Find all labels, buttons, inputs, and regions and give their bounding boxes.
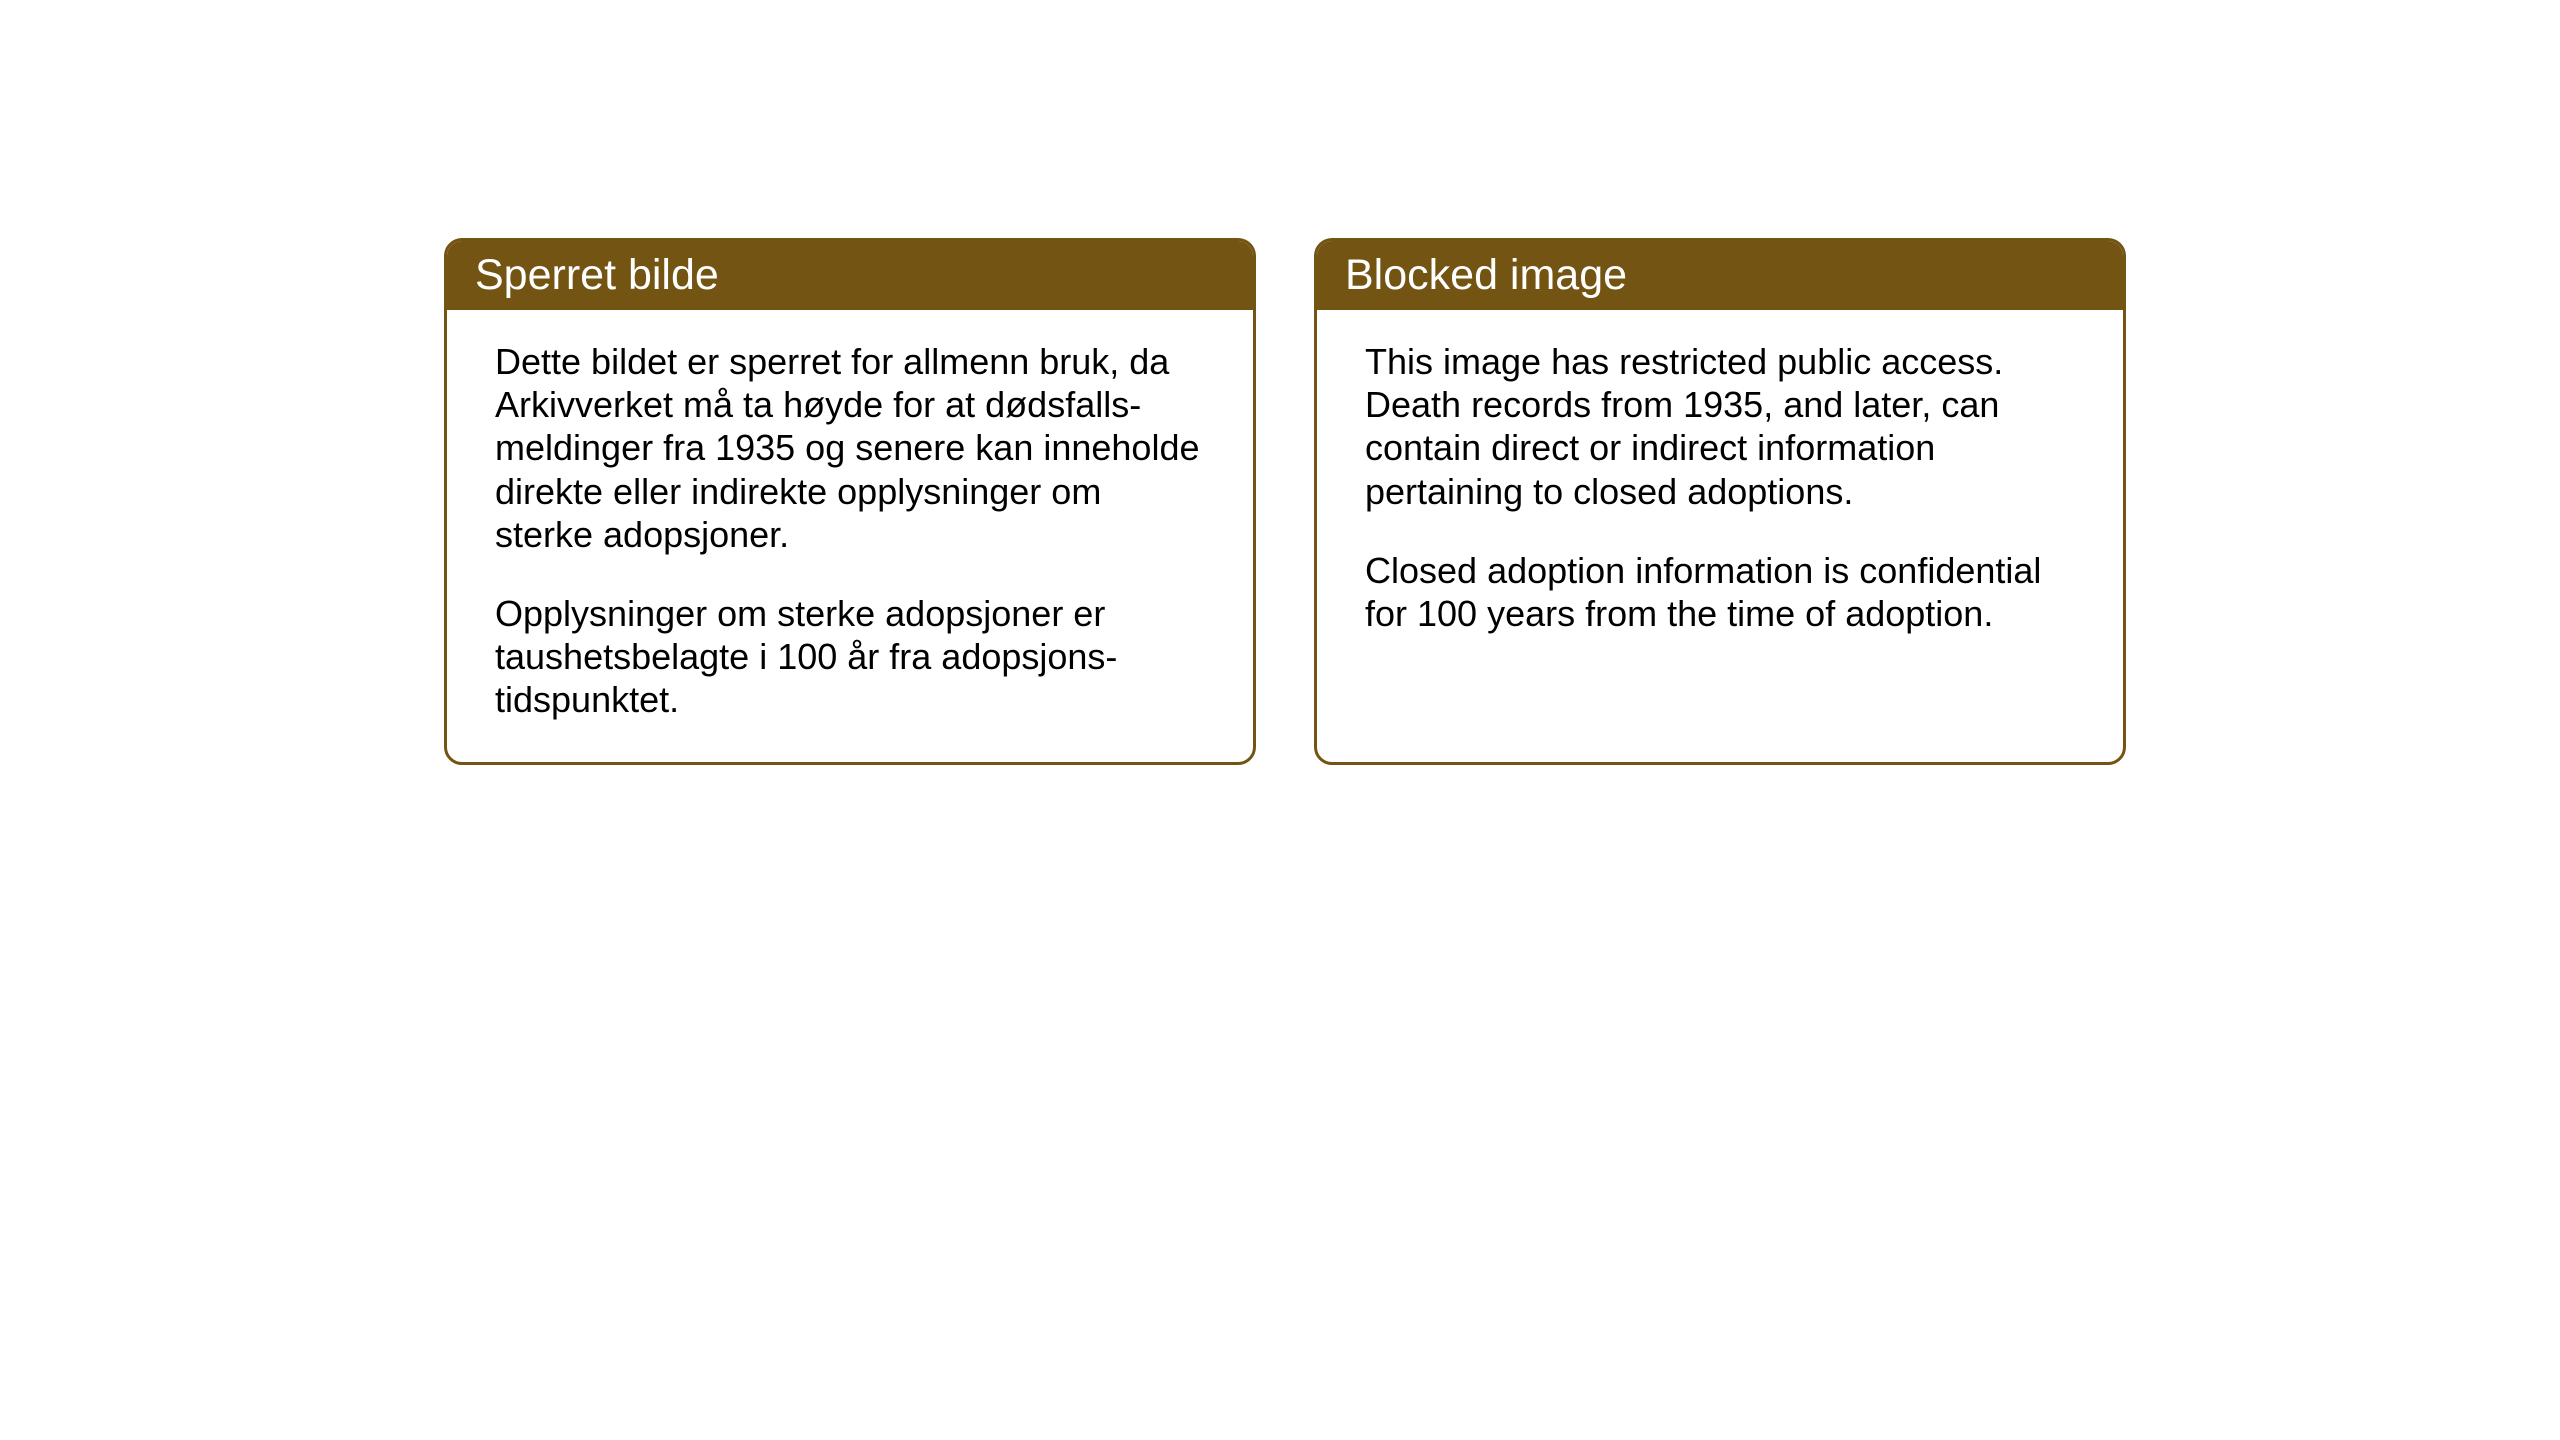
card-header-norwegian: Sperret bilde [447,241,1253,310]
paragraph-2-norwegian: Opplysninger om sterke adopsjoner er tau… [495,592,1205,722]
paragraph-2-english: Closed adoption information is confident… [1365,549,2075,635]
notice-card-english: Blocked image This image has restricted … [1314,238,2126,765]
card-body-english: This image has restricted public access.… [1317,310,2123,755]
notice-cards-container: Sperret bilde Dette bildet er sperret fo… [444,238,2126,765]
card-header-english: Blocked image [1317,241,2123,310]
paragraph-1-norwegian: Dette bildet er sperret for allmenn bruk… [495,340,1205,556]
paragraph-1-english: This image has restricted public access.… [1365,340,2075,513]
card-body-norwegian: Dette bildet er sperret for allmenn bruk… [447,310,1253,762]
notice-card-norwegian: Sperret bilde Dette bildet er sperret fo… [444,238,1256,765]
